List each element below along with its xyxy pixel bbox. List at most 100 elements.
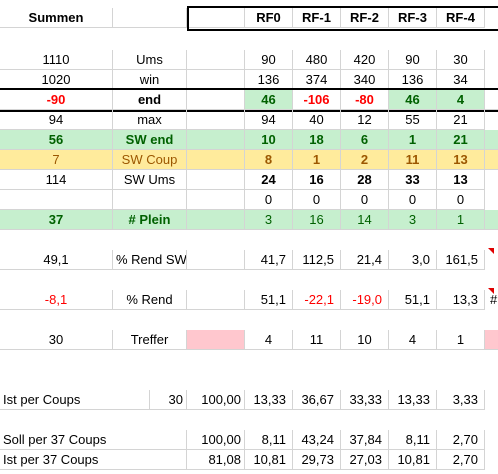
ist37-sum[interactable]: 81,08 <box>187 450 245 470</box>
swend-rf3[interactable]: 1 <box>389 130 437 150</box>
istpc-count[interactable]: 30 <box>150 390 187 410</box>
end-rf0[interactable]: 46 <box>245 90 293 110</box>
win-label[interactable]: win <box>113 70 187 90</box>
swums-rf4[interactable]: 13 <box>437 170 485 190</box>
plein-rf2[interactable]: 14 <box>341 210 389 230</box>
cell-empty[interactable] <box>187 190 245 210</box>
end-total[interactable]: -90 <box>0 90 113 110</box>
ums-total[interactable]: 1110 <box>0 50 113 70</box>
end-rf1[interactable]: -106 <box>293 90 341 110</box>
ist37-rf4[interactable]: 2,70 <box>437 450 485 470</box>
cell-empty[interactable] <box>187 50 245 70</box>
cell-empty[interactable] <box>187 150 245 170</box>
col-header-rf4[interactable]: RF-4 <box>437 8 485 28</box>
rendsw-total[interactable]: 49,1 <box>0 250 113 270</box>
rend-total[interactable]: -8,1 <box>0 290 113 310</box>
soll37-rf1[interactable]: 43,24 <box>293 430 341 450</box>
cell-empty[interactable] <box>187 70 245 90</box>
comment-marker-icon[interactable] <box>488 288 494 294</box>
cell-empty[interactable] <box>187 8 245 28</box>
soll37-rf2[interactable]: 37,84 <box>341 430 389 450</box>
win-rf1[interactable]: 374 <box>293 70 341 90</box>
plein-rf3[interactable]: 3 <box>389 210 437 230</box>
max-label[interactable]: max <box>113 110 187 130</box>
rendsw-rf2[interactable]: 21,4 <box>341 250 389 270</box>
rend-rf1[interactable]: -22,1 <box>293 290 341 310</box>
max-rf3[interactable]: 55 <box>389 110 437 130</box>
max-rf0[interactable]: 94 <box>245 110 293 130</box>
swcoup-rf4[interactable]: 13 <box>437 150 485 170</box>
cell-empty[interactable] <box>113 8 187 28</box>
swums-rf1[interactable]: 16 <box>293 170 341 190</box>
win-rf0[interactable]: 136 <box>245 70 293 90</box>
swcoup-rf3[interactable]: 11 <box>389 150 437 170</box>
istpc-rf3[interactable]: 13,33 <box>389 390 437 410</box>
cell-empty[interactable] <box>187 210 245 230</box>
cell-empty[interactable] <box>485 90 498 110</box>
col-header-rf0[interactable]: RF0 <box>245 8 293 28</box>
zero-rf2[interactable]: 0 <box>341 190 389 210</box>
win-rf3[interactable]: 136 <box>389 70 437 90</box>
zero-rf0[interactable]: 0 <box>245 190 293 210</box>
cell-empty[interactable] <box>187 170 245 190</box>
swums-rf3[interactable]: 33 <box>389 170 437 190</box>
ist37-label[interactable]: Ist per 37 Coups <box>0 450 187 470</box>
ums-rf2[interactable]: 420 <box>341 50 389 70</box>
istpc-sum[interactable]: 100,00 <box>187 390 245 410</box>
rendsw-rf3[interactable]: 3,0 <box>389 250 437 270</box>
summen-title[interactable]: Summen <box>0 8 113 28</box>
rendsw-rf1[interactable]: 112,5 <box>293 250 341 270</box>
treffer-highlight-cell[interactable] <box>485 330 498 350</box>
soll37-label[interactable]: Soll per 37 Coups <box>0 430 187 450</box>
win-rf2[interactable]: 340 <box>341 70 389 90</box>
ums-rf0[interactable]: 90 <box>245 50 293 70</box>
soll37-sum[interactable]: 100,00 <box>187 430 245 450</box>
cell-empty[interactable] <box>187 290 245 310</box>
swend-rf1[interactable]: 18 <box>293 130 341 150</box>
cell-empty[interactable] <box>187 90 245 110</box>
treffer-total[interactable]: 30 <box>0 330 113 350</box>
end-rf2[interactable]: -80 <box>341 90 389 110</box>
max-rf1[interactable]: 40 <box>293 110 341 130</box>
swend-rf2[interactable]: 6 <box>341 130 389 150</box>
cell-empty[interactable] <box>187 130 245 150</box>
plein-rf1[interactable]: 16 <box>293 210 341 230</box>
cell-empty[interactable] <box>485 150 498 170</box>
cell-empty[interactable] <box>187 250 245 270</box>
swend-total[interactable]: 56 <box>0 130 113 150</box>
comment-marker-icon[interactable] <box>488 248 494 254</box>
ist37-rf1[interactable]: 29,73 <box>293 450 341 470</box>
col-header-rf2[interactable]: RF-2 <box>341 8 389 28</box>
cell-empty[interactable] <box>113 190 187 210</box>
treffer-rf2[interactable]: 10 <box>341 330 389 350</box>
end-rf3[interactable]: 46 <box>389 90 437 110</box>
ums-rf4[interactable]: 30 <box>437 50 485 70</box>
istpc-rf0[interactable]: 13,33 <box>245 390 293 410</box>
end-rf4[interactable]: 4 <box>437 90 485 110</box>
ist37-rf2[interactable]: 27,03 <box>341 450 389 470</box>
ums-rf3[interactable]: 90 <box>389 50 437 70</box>
zero-rf1[interactable]: 0 <box>293 190 341 210</box>
swend-label[interactable]: SW end <box>113 130 187 150</box>
col-header-rf3[interactable]: RF-3 <box>389 8 437 28</box>
swcoup-rf1[interactable]: 1 <box>293 150 341 170</box>
istpc-rf2[interactable]: 33,33 <box>341 390 389 410</box>
rend-rf0[interactable]: 51,1 <box>245 290 293 310</box>
cell-empty[interactable] <box>485 130 498 150</box>
max-rf4[interactable]: 21 <box>437 110 485 130</box>
max-total[interactable]: 94 <box>0 110 113 130</box>
swcoup-rf2[interactable]: 2 <box>341 150 389 170</box>
treffer-rf4[interactable]: 1 <box>437 330 485 350</box>
swend-rf4[interactable]: 21 <box>437 130 485 150</box>
cell-empty[interactable] <box>485 210 498 230</box>
zero-rf3[interactable]: 0 <box>389 190 437 210</box>
end-label[interactable]: end <box>113 90 187 110</box>
cell-empty[interactable] <box>0 190 113 210</box>
plein-rf4[interactable]: 1 <box>437 210 485 230</box>
rend-label[interactable]: % Rend <box>113 290 187 310</box>
swums-rf2[interactable]: 28 <box>341 170 389 190</box>
swums-total[interactable]: 114 <box>0 170 113 190</box>
plein-rf0[interactable]: 3 <box>245 210 293 230</box>
swcoup-label[interactable]: SW Coup <box>113 150 187 170</box>
treffer-highlight-cell[interactable] <box>187 330 245 350</box>
